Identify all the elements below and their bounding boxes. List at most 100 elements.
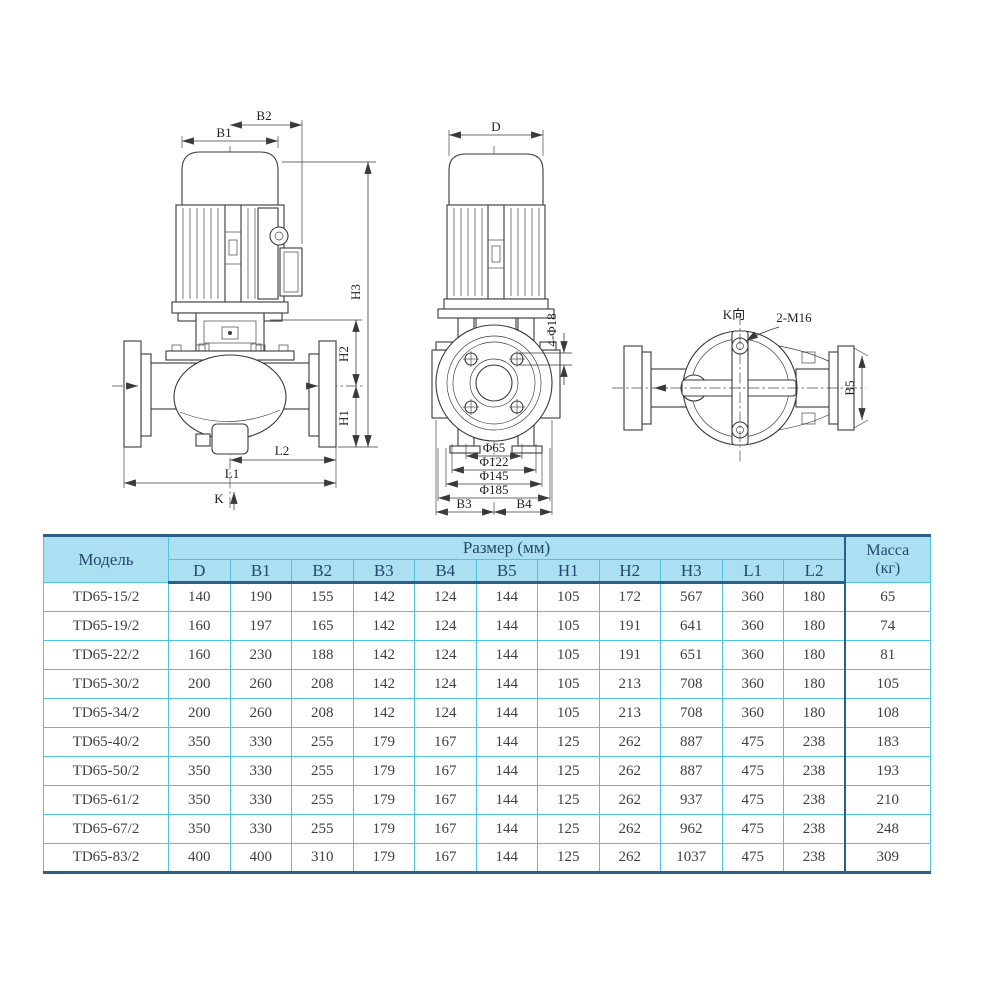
- dim-label-b4: B4: [516, 496, 532, 511]
- value-cell: 142: [352, 698, 415, 728]
- value-cell: 144: [475, 669, 538, 699]
- value-cell: 172: [598, 582, 661, 612]
- value-cell: 144: [475, 843, 538, 873]
- dim-label-bolts: 2-M16: [776, 310, 812, 325]
- value-cell: 1037: [660, 843, 723, 873]
- value-cell: 475: [721, 785, 784, 815]
- value-cell: 179: [352, 727, 415, 757]
- value-cell: 238: [783, 814, 846, 844]
- model-cell: TD65-30/2: [43, 669, 169, 699]
- value-cell: 255: [291, 756, 354, 786]
- dim-label-b2: B2: [256, 108, 271, 123]
- value-cell: 475: [721, 756, 784, 786]
- column-header-h3: H3: [660, 559, 723, 584]
- table-row: TD65-19/2 160 197 165 142 124 144 105 191 641 360 1…: [43, 611, 931, 641]
- value-cell: 105: [537, 640, 600, 670]
- value-cell: 937: [660, 785, 723, 815]
- value-cell: 962: [660, 814, 723, 844]
- value-cell: 260: [229, 669, 292, 699]
- value-cell: 144: [475, 727, 538, 757]
- value-cell: 238: [783, 727, 846, 757]
- mass-header-line1: Масса: [866, 541, 910, 559]
- value-cell: 330: [229, 785, 292, 815]
- value-cell: 142: [352, 582, 415, 612]
- table-row: TD65-61/2 350 330 255 179 167 144 125 262 937 475 2…: [43, 785, 931, 815]
- model-cell: TD65-61/2: [43, 785, 169, 815]
- value-cell: 179: [352, 814, 415, 844]
- value-cell: 213: [598, 698, 661, 728]
- front-view: D 4-Φ18 Φ65 Φ122 Φ145 Φ185: [431, 119, 572, 516]
- value-cell: 238: [783, 843, 846, 873]
- value-cell: 160: [168, 611, 231, 641]
- value-cell: 230: [229, 640, 292, 670]
- value-cell: 238: [783, 756, 846, 786]
- value-cell: 105: [537, 611, 600, 641]
- value-cell: 179: [352, 756, 415, 786]
- value-cell: 330: [229, 814, 292, 844]
- column-header-b2: B2: [291, 559, 354, 584]
- value-cell: 179: [352, 843, 415, 873]
- dim-label-b3: B3: [456, 496, 471, 511]
- column-header-b4: B4: [414, 559, 477, 584]
- value-cell: 475: [721, 843, 784, 873]
- mass-cell: 193: [844, 756, 931, 786]
- column-header-h1: H1: [537, 559, 600, 584]
- dim-label-k: K: [214, 491, 224, 506]
- value-cell: 262: [598, 785, 661, 815]
- value-cell: 142: [352, 611, 415, 641]
- value-cell: 200: [168, 698, 231, 728]
- mass-cell: 105: [844, 669, 931, 699]
- table-row: TD65-30/2 200 260 208 142 124 144 105 213 708 360 1…: [43, 669, 931, 699]
- mass-cell: 248: [844, 814, 931, 844]
- value-cell: 350: [168, 814, 231, 844]
- column-header-mass: Масса (кг): [844, 535, 931, 583]
- model-cell: TD65-50/2: [43, 756, 169, 786]
- value-cell: 155: [291, 582, 354, 612]
- suction-flange: [123, 340, 142, 448]
- value-cell: 191: [598, 611, 661, 641]
- table-row: TD65-34/2 200 260 208 142 124 144 105 213 708 360 1…: [43, 698, 931, 728]
- value-cell: 310: [291, 843, 354, 873]
- value-cell: 262: [598, 843, 661, 873]
- value-cell: 167: [414, 814, 477, 844]
- value-cell: 167: [414, 756, 477, 786]
- value-cell: 260: [229, 698, 292, 728]
- dim-label-dia145: Φ145: [479, 468, 508, 483]
- table-row: TD65-67/2 350 330 255 179 167 144 125 262 962 475 2…: [43, 814, 931, 844]
- column-group-size: Размер (мм): [168, 535, 846, 560]
- value-cell: 651: [660, 640, 723, 670]
- dim-label-b1: B1: [216, 125, 231, 140]
- column-header-h2: H2: [598, 559, 661, 584]
- mass-cell: 65: [844, 582, 931, 612]
- value-cell: 262: [598, 814, 661, 844]
- column-header-d: D: [168, 559, 231, 584]
- dim-label-bolt-holes: 4-Φ18: [544, 313, 559, 346]
- value-cell: 105: [537, 582, 600, 612]
- value-cell: 180: [783, 640, 846, 670]
- value-cell: 238: [783, 785, 846, 815]
- value-cell: 197: [229, 611, 292, 641]
- value-cell: 262: [598, 756, 661, 786]
- dim-label-d: D: [491, 119, 500, 134]
- value-cell: 255: [291, 785, 354, 815]
- value-cell: 208: [291, 698, 354, 728]
- value-cell: 125: [537, 843, 600, 873]
- value-cell: 125: [537, 727, 600, 757]
- value-cell: 475: [721, 727, 784, 757]
- value-cell: 350: [168, 727, 231, 757]
- table-row: TD65-83/2 400 400 310 179 167 144 125 262 1037 475…: [43, 843, 931, 873]
- value-cell: 188: [291, 640, 354, 670]
- mass-cell: 74: [844, 611, 931, 641]
- value-cell: 190: [229, 582, 292, 612]
- value-cell: 142: [352, 669, 415, 699]
- value-cell: 144: [475, 640, 538, 670]
- value-cell: 179: [352, 785, 415, 815]
- value-cell: 400: [168, 843, 231, 873]
- value-cell: 144: [475, 814, 538, 844]
- lifting-eye: [269, 226, 289, 246]
- value-cell: 180: [783, 669, 846, 699]
- value-cell: 255: [291, 727, 354, 757]
- value-cell: 142: [352, 640, 415, 670]
- value-cell: 144: [475, 785, 538, 815]
- value-cell: 262: [598, 727, 661, 757]
